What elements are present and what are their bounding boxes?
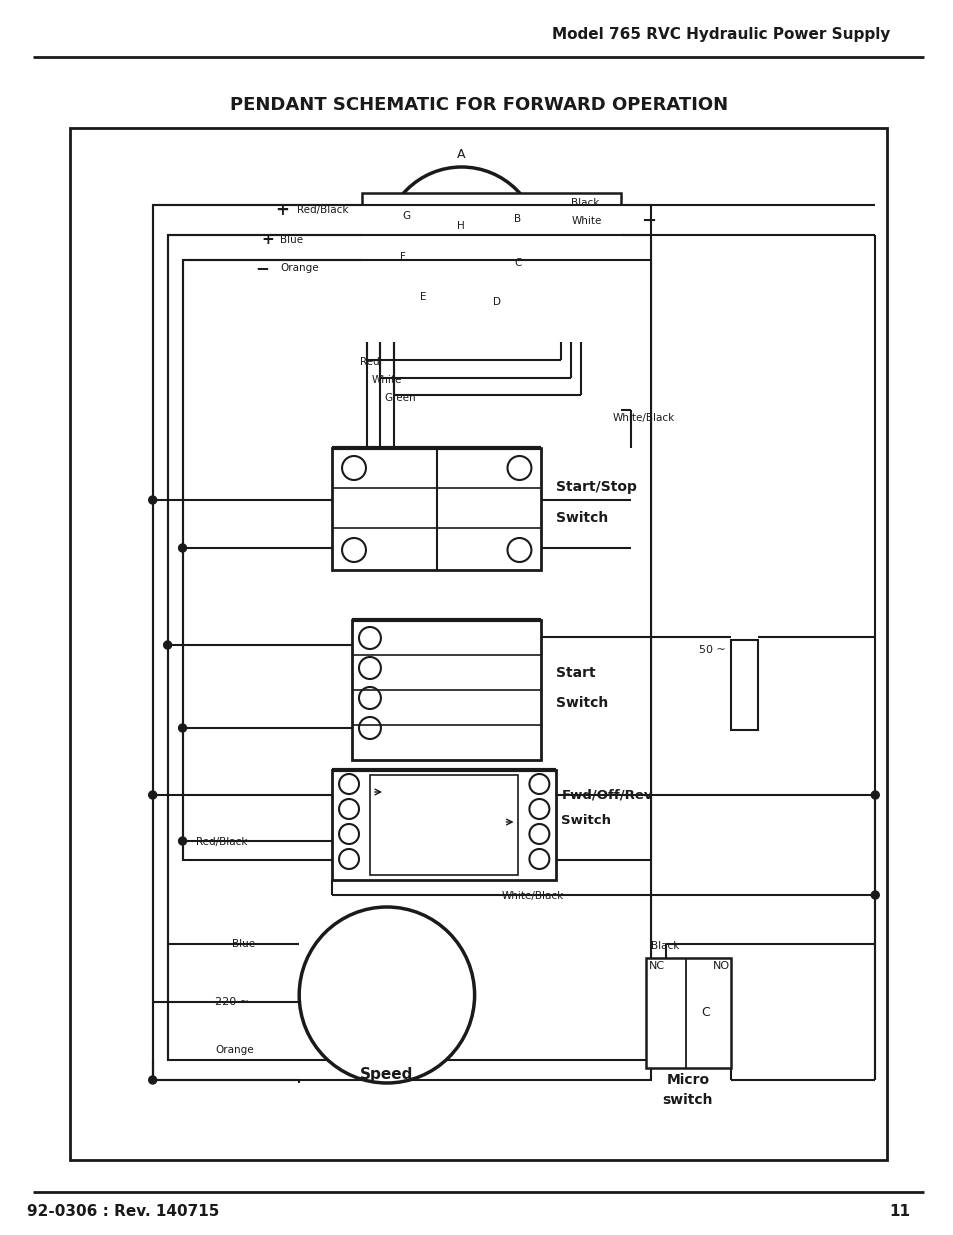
Circle shape [529,824,549,844]
Text: White: White [571,216,601,226]
Bar [332,448,540,571]
Text: Start: Start [556,666,596,680]
Text: White/Black: White/Black [501,890,563,902]
Text: Switch: Switch [560,814,611,826]
Text: PENDANT SCHEMATIC FOR FORWARD OPERATION: PENDANT SCHEMATIC FOR FORWARD OPERATION [230,96,727,114]
Text: switch: switch [662,1093,713,1107]
Circle shape [870,890,879,899]
Text: 50 ~: 50 ~ [699,645,725,655]
Circle shape [407,246,429,268]
Circle shape [338,799,358,819]
Text: +: + [261,232,274,247]
Circle shape [507,538,531,562]
Circle shape [358,687,380,709]
Text: F: F [399,252,405,262]
Text: G: G [402,211,411,221]
Circle shape [529,799,549,819]
Text: NO: NO [712,961,729,971]
Bar [645,958,730,1068]
Circle shape [428,284,450,306]
Text: Black: Black [650,941,679,951]
Text: E: E [420,291,426,303]
Circle shape [358,657,380,679]
Text: Orange: Orange [280,263,318,273]
Text: White: White [372,375,402,385]
Circle shape [529,848,549,869]
Bar [361,193,620,342]
Text: H: H [456,221,464,231]
Circle shape [342,538,366,562]
Text: C: C [514,258,521,268]
Text: White/Black: White/Black [613,412,675,424]
Bar [152,205,650,1079]
Text: Red: Red [359,357,379,367]
Circle shape [149,790,156,799]
Circle shape [299,906,474,1083]
Text: +: + [275,201,289,219]
Circle shape [383,167,538,324]
Text: Start/Stop: Start/Stop [556,480,637,494]
Circle shape [149,1076,156,1084]
Text: Blue: Blue [280,235,303,245]
Circle shape [178,724,187,732]
Circle shape [358,718,380,739]
Bar [370,776,517,876]
Circle shape [456,216,477,238]
Text: Green: Green [383,393,416,403]
Text: Black: Black [571,198,599,207]
Text: Switch: Switch [556,511,608,525]
Text: Model 765 RVC Hydraulic Power Supply: Model 765 RVC Hydraulic Power Supply [551,27,889,42]
Circle shape [468,289,490,311]
Bar [182,261,650,860]
Bar [332,769,556,881]
Text: D: D [492,296,500,308]
Circle shape [870,790,879,799]
Text: −: − [255,259,269,277]
Text: B: B [514,214,521,224]
Circle shape [338,848,358,869]
Circle shape [178,837,187,845]
Text: A: A [456,148,465,162]
Circle shape [507,456,531,480]
Bar [730,640,757,730]
Text: Switch: Switch [556,697,608,710]
Text: Blue: Blue [233,939,255,948]
Circle shape [149,496,156,504]
Circle shape [338,774,358,794]
Text: C: C [700,1007,709,1020]
Text: Speed: Speed [360,1067,414,1083]
Text: 92-0306 : Rev. 140715: 92-0306 : Rev. 140715 [27,1204,219,1219]
Bar [168,235,650,1060]
Circle shape [413,206,435,228]
Circle shape [338,824,358,844]
Text: Fwd/Off/Rev: Fwd/Off/Rev [560,788,652,802]
Text: Red/Black: Red/Black [297,205,349,215]
Circle shape [529,774,549,794]
Circle shape [178,543,187,552]
Circle shape [358,627,380,650]
Text: −: − [640,212,656,230]
Text: Micro: Micro [665,1073,709,1087]
Circle shape [490,252,512,274]
Text: 11: 11 [889,1204,910,1219]
Circle shape [342,456,366,480]
Bar [70,128,886,1160]
Circle shape [490,209,512,231]
Circle shape [164,641,172,650]
Bar [352,620,540,760]
Text: 220 ~: 220 ~ [215,997,250,1007]
Text: Orange: Orange [215,1045,253,1055]
Text: NC: NC [648,961,664,971]
Text: Red/Black: Red/Black [195,837,247,847]
